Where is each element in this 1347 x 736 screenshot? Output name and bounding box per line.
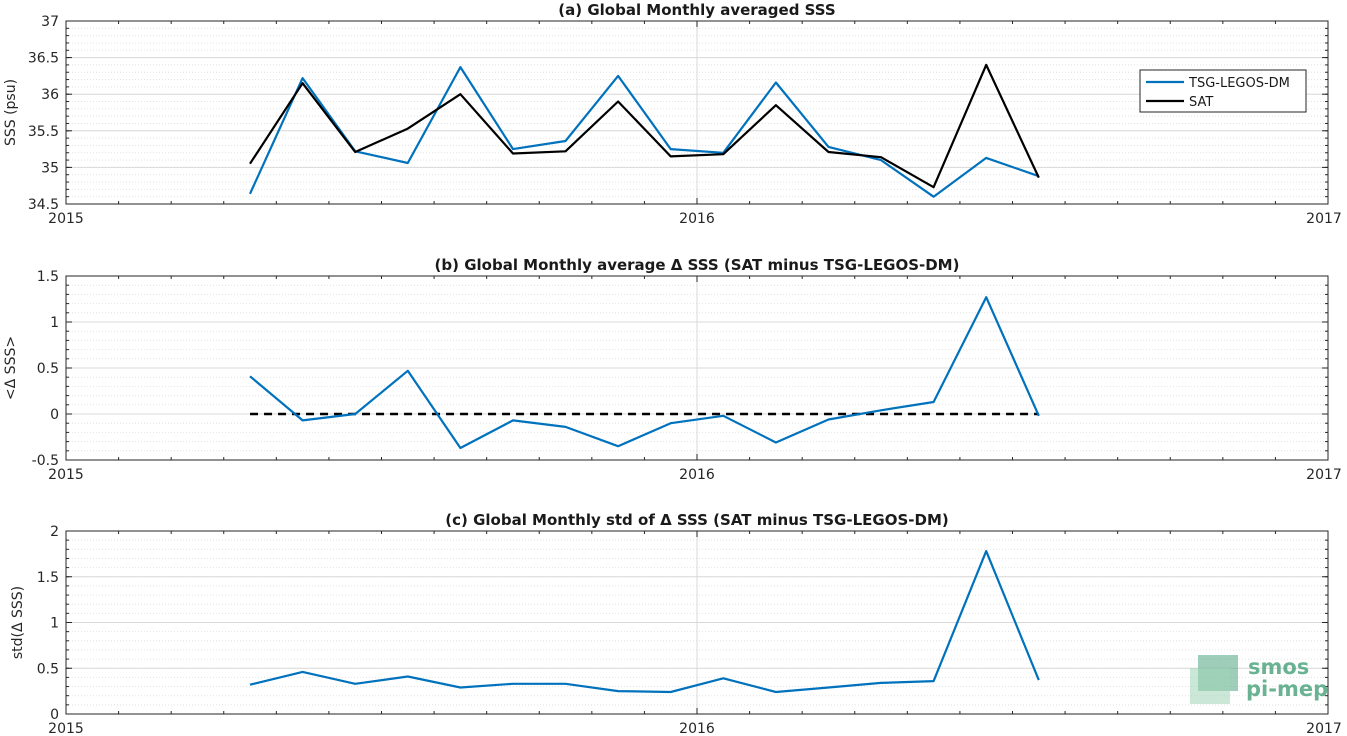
legend-box	[1139, 69, 1307, 113]
y-axis-label: std(Δ SSS)	[10, 586, 26, 659]
legend-label: TSG-LEGOS-DM	[1188, 76, 1290, 91]
chart-title: (a) Global Monthly averaged SSS	[558, 1, 835, 19]
series-line-1	[249, 549, 1040, 694]
y-axis-label: SSS (psu)	[3, 79, 19, 146]
y-tick-label: 36	[41, 87, 59, 103]
y-tick-label: 0	[50, 407, 59, 423]
y-tick-label: 1	[50, 315, 59, 331]
x-tick-label: 2016	[679, 721, 715, 736]
y-tick-label: 1	[50, 616, 59, 632]
y-tick-label: 35.5	[28, 124, 59, 140]
legend: TSG-LEGOS-DM SAT	[1139, 69, 1307, 113]
y-tick-label: 0.5	[37, 361, 59, 377]
x-tick-label: 2017	[1306, 211, 1342, 227]
chart-panel-1: 34.5 35 35.5 36 36.5 37 2015 2016 2017 (a) Global…	[3, 1, 1342, 227]
y-tick-label: -0.5	[32, 453, 59, 469]
chart-title: (b) Global Monthly average Δ SSS (SAT mi…	[435, 256, 960, 274]
x-tick-label: 2015	[48, 211, 84, 227]
legend-label: SAT	[1189, 95, 1213, 110]
series-line-1	[249, 296, 1040, 450]
logo-wave-block-back	[1190, 668, 1230, 704]
y-tick-label: 37	[41, 14, 59, 30]
logo-line1: smos	[1248, 655, 1309, 679]
y-tick-label: 36.5	[28, 51, 59, 67]
y-tick-label: 2	[50, 524, 59, 540]
x-tick-label: 2016	[679, 467, 715, 483]
smos-pi-mep-logo: smos pi-mep	[1190, 655, 1328, 704]
y-tick-label: 34.5	[28, 197, 59, 213]
x-tick-label: 2017	[1306, 721, 1342, 736]
y-tick-label: 0.5	[37, 661, 59, 677]
x-tick-label: 2015	[48, 721, 84, 736]
x-tick-label: 2016	[679, 211, 715, 227]
y-tick-label: 1.5	[37, 570, 59, 586]
y-axis-label: <Δ SSS>	[3, 336, 19, 400]
series-line-tsg-legos-dm	[248, 65, 1040, 198]
y-tick-label: 35	[41, 160, 59, 176]
y-tick-label: 1.5	[37, 269, 59, 285]
chart-panel-3: 0 0.5 1 1.5 2 2015 2016 2017 (c) Global Monthly …	[10, 511, 1342, 736]
chart-panel-2: -0.5 0 0.5 1 1.5 2015 2016 2017 (b) Global Month…	[3, 256, 1342, 483]
x-tick-label: 2017	[1306, 467, 1342, 483]
x-tick-label: 2015	[48, 467, 84, 483]
chart-title: (c) Global Monthly std of Δ SSS (SAT min…	[445, 511, 948, 529]
y-tick-label: 0	[50, 707, 59, 723]
logo-line2: pi-mep	[1246, 677, 1328, 701]
series-line-sat	[249, 63, 1040, 189]
